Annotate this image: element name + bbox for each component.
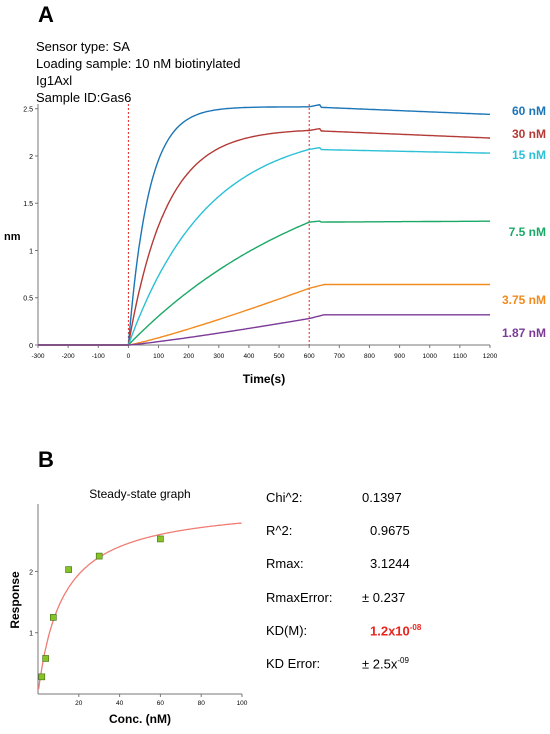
x-tick-label: 100 [153, 353, 164, 360]
steady-state-chart: Steady-state graph 1 2 20 40 60 80 100 Conc. (nM… [8, 487, 248, 726]
sample-id-text: Sample ID:Gas6 [36, 90, 132, 105]
stat-value: 3.1244 [370, 556, 410, 571]
y-tick-label: 0.5 [23, 296, 33, 303]
x-tick-label: 200 [183, 353, 194, 360]
x-tick-label: 900 [394, 353, 405, 360]
x-tick-label: -200 [62, 353, 75, 360]
stat-label: Chi^2: [266, 490, 303, 505]
y-tick-label: 0 [29, 343, 33, 350]
y-axis-title: nm [4, 231, 21, 243]
x-tick-label: 1200 [483, 353, 498, 360]
data-point [95, 552, 103, 560]
stat-value: ± 0.237 [362, 590, 405, 605]
x-tick-label: 600 [304, 353, 315, 360]
stat-label: R^2: [266, 523, 293, 538]
series-label: 30 nM [512, 127, 546, 141]
series-label: 7.5 nM [509, 225, 546, 239]
x-axis-title: Time(s) [243, 372, 285, 386]
stat-value-main: ± 2.5x [362, 656, 398, 672]
x-tick-label: 1000 [422, 353, 437, 360]
x-tick-label: 60 [157, 700, 165, 707]
loading-sample-text: Loading sample: 10 nM biotinylated [36, 56, 241, 71]
sensorgram-line [38, 314, 490, 346]
binding-sensorgram-chart: 0 0.5 1 1.5 2 2.5 -300 -200 -100 0 100 200 300 400 500… [4, 104, 546, 386]
x-tick-label: 700 [334, 353, 345, 360]
stat-label: Rmax: [266, 556, 304, 571]
x-axis-title: Conc. (nM) [109, 712, 171, 726]
stat-label: KD Error: [266, 656, 321, 671]
sensor-type-text: Sensor type: SA [36, 39, 130, 54]
x-tick-label: 300 [213, 353, 224, 360]
x-tick-label: 40 [116, 700, 124, 707]
stat-value: 0.1397 [362, 490, 402, 505]
panel-a-letter: A [38, 2, 54, 27]
stat-value-main: 0.1397 [362, 490, 402, 505]
x-tick-label: 80 [198, 700, 206, 707]
steady-state-title: Steady-state graph [89, 487, 190, 501]
data-point [38, 673, 46, 681]
x-tick-label: 400 [244, 353, 255, 360]
x-tick-label: 1100 [453, 353, 467, 360]
stat-value: 0.9675 [370, 523, 410, 538]
x-tick-label: 20 [75, 700, 83, 707]
y-tick-label: 2 [29, 569, 33, 576]
data-point [49, 614, 57, 621]
stat-value-exponent: -09 [397, 656, 409, 665]
stat-label: RmaxError: [266, 590, 333, 605]
y-tick-label: 1 [29, 248, 33, 255]
stat-value-main: 1.2x10 [370, 623, 410, 639]
stat-value-main: 3.1244 [370, 556, 410, 571]
data-point [157, 535, 164, 543]
stat-value-main: ± 0.237 [362, 590, 406, 605]
y-axis-title: Response [8, 571, 22, 629]
fit-curve [37, 522, 242, 690]
x-tick-label: -100 [92, 353, 105, 360]
series-label: 1.87 nM [502, 326, 546, 340]
stat-label: KD(M): [266, 623, 308, 638]
stat-value-main: 0.9675 [370, 523, 410, 538]
y-tick-label: 2.5 [23, 107, 33, 114]
loading-sample-cont-text: Ig1Axl [36, 73, 73, 88]
y-tick-label: 1.5 [23, 201, 33, 208]
panel-b-letter: B [38, 447, 54, 472]
series-label: 60 nM [512, 104, 546, 118]
stat-value-exponent: -08 [409, 623, 422, 632]
x-tick-label: -300 [31, 353, 44, 360]
x-tick-label: 0 [127, 353, 131, 360]
stat-value: 1.2x10-08 [370, 623, 421, 638]
series-label: 15 nM [512, 148, 546, 162]
series-label: 3.75 nM [502, 293, 546, 307]
data-point [42, 655, 49, 662]
x-tick-label: 500 [274, 353, 285, 360]
x-tick-label: 800 [364, 353, 375, 360]
stat-value: ± 2.5x-09 [362, 656, 409, 671]
y-tick-label: 2 [29, 154, 33, 161]
data-point [65, 566, 72, 573]
y-tick-label: 1 [29, 631, 33, 638]
x-tick-label: 100 [237, 700, 248, 707]
